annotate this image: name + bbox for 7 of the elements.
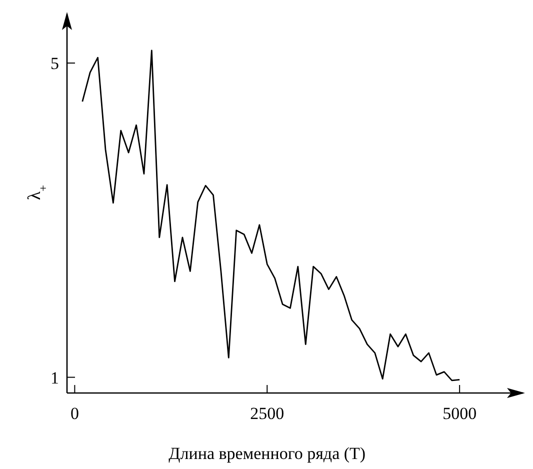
x-tick-label: 2500 [250,404,284,423]
y-tick-label: 1 [50,368,59,388]
line-series [82,50,460,382]
x-tick-label: 0 [70,404,79,423]
x-tick-label: 5000 [442,404,477,423]
y-tick-label: 5 [50,54,59,74]
x-axis-title: Длина временного ряда (T) [168,444,366,463]
